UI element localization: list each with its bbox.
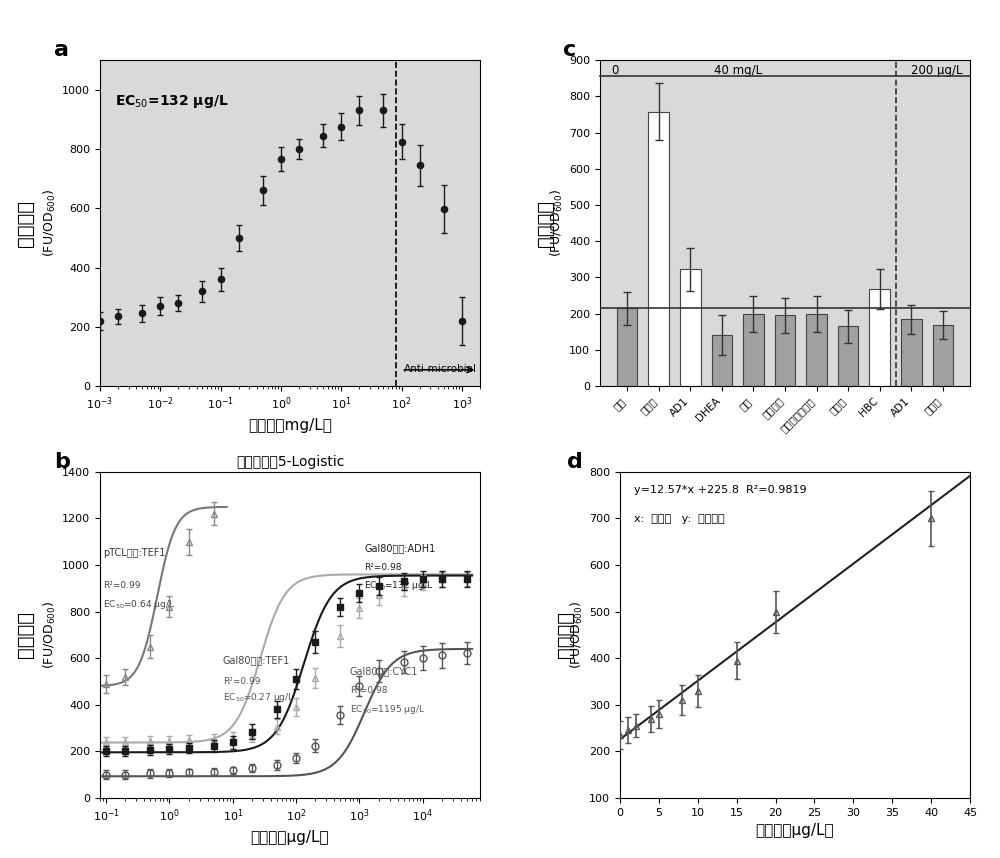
Y-axis label: (FU/OD$_{600}$): (FU/OD$_{600}$) xyxy=(569,601,585,669)
X-axis label: 黄体酮（μg/L）: 黄体酮（μg/L） xyxy=(756,823,834,838)
Y-axis label: (FU/OD$_{600}$): (FU/OD$_{600}$) xyxy=(549,189,565,257)
Text: 度强光荧: 度强光荧 xyxy=(556,612,574,658)
Text: 度强光荧: 度强光荧 xyxy=(535,200,554,246)
Text: Gal80位点:TEF1: Gal80位点:TEF1 xyxy=(223,655,290,665)
Bar xyxy=(648,112,669,386)
Bar xyxy=(869,289,890,386)
Y-axis label: (FU/OD$_{600}$): (FU/OD$_{600}$) xyxy=(42,189,58,257)
Bar xyxy=(806,314,827,386)
X-axis label: 甄体化合物种类: 甄体化合物种类 xyxy=(750,489,820,507)
Text: Anti-microbial: Anti-microbial xyxy=(404,364,477,373)
Text: Gal80位点:ADH1: Gal80位点:ADH1 xyxy=(364,543,436,553)
Text: 度强光荧: 度强光荧 xyxy=(16,200,35,246)
Text: y=12.57*x +225.8  R²=0.9819: y=12.57*x +225.8 R²=0.9819 xyxy=(634,485,807,495)
Bar xyxy=(743,314,764,386)
Text: pTCL质粒:TEF1: pTCL质粒:TEF1 xyxy=(103,547,166,558)
Text: b: b xyxy=(54,452,70,473)
Bar xyxy=(775,316,795,386)
Bar xyxy=(838,326,858,386)
Text: c: c xyxy=(563,40,576,61)
Title: 数学模型：5-Logistic: 数学模型：5-Logistic xyxy=(236,456,344,469)
Bar xyxy=(901,319,922,386)
X-axis label: 黄体酮（μg/L）: 黄体酮（μg/L） xyxy=(251,830,329,845)
Text: EC$_{50}$=132 μg/L: EC$_{50}$=132 μg/L xyxy=(115,93,229,110)
Text: R²=0.99: R²=0.99 xyxy=(223,677,260,686)
Text: d: d xyxy=(568,452,583,473)
Text: 度强光荧: 度强光荧 xyxy=(16,612,35,658)
Y-axis label: (FU/OD$_{600}$): (FU/OD$_{600}$) xyxy=(42,601,58,669)
Bar xyxy=(617,308,637,386)
Text: 0: 0 xyxy=(611,64,619,77)
Bar xyxy=(933,325,953,386)
X-axis label: 黄体酮（mg/L）: 黄体酮（mg/L） xyxy=(248,418,332,433)
Text: EC$_{50}$=132 µg/L: EC$_{50}$=132 µg/L xyxy=(364,579,434,592)
Text: 40 mg/L: 40 mg/L xyxy=(714,64,762,77)
Text: EC$_{50}$=0.64 µg/L: EC$_{50}$=0.64 µg/L xyxy=(103,598,175,611)
Text: R²=0.98: R²=0.98 xyxy=(364,563,402,571)
Text: EC$_{50}$=1195 µg/L: EC$_{50}$=1195 µg/L xyxy=(350,703,425,716)
Text: 200 μg/L: 200 μg/L xyxy=(911,64,962,77)
Text: x:  黄体酮   y:  荧光强度: x: 黄体酮 y: 荧光强度 xyxy=(634,514,725,524)
Text: Gal80位点:CYC1: Gal80位点:CYC1 xyxy=(350,667,418,676)
Text: EC$_{50}$=0.27 µg/L: EC$_{50}$=0.27 µg/L xyxy=(223,692,295,704)
Bar xyxy=(680,269,701,386)
Text: R²=0.98: R²=0.98 xyxy=(350,686,387,695)
Text: R²=0.99: R²=0.99 xyxy=(103,582,141,590)
Text: a: a xyxy=(54,40,69,61)
Bar xyxy=(712,335,732,386)
